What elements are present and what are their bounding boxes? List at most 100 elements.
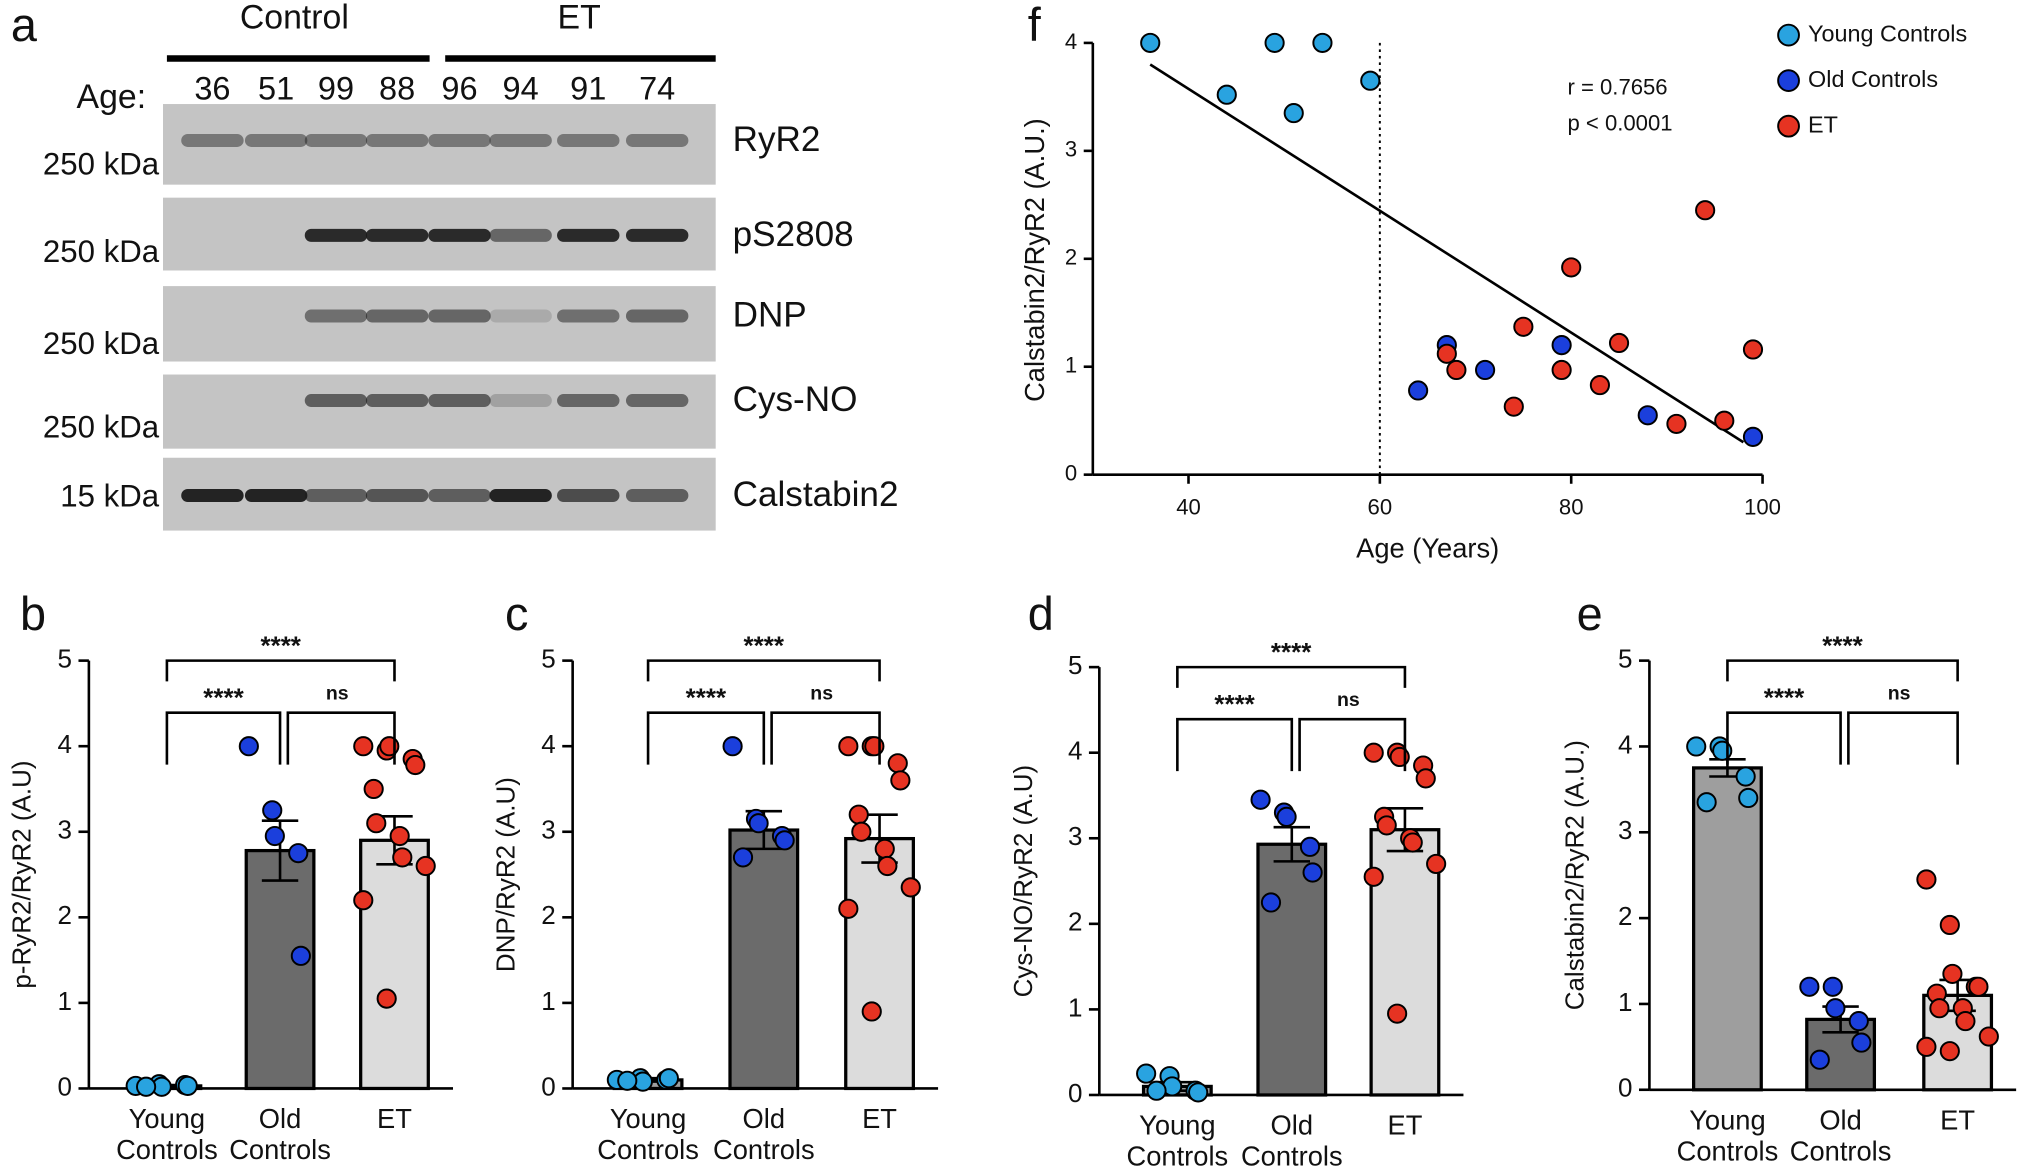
x-tick-label: Young Controls (1677, 1105, 1779, 1167)
y-tick-label: 2 (541, 900, 555, 930)
fit-line (1149, 63, 1745, 444)
mw-marker: 250 kDa (43, 147, 160, 182)
bar (244, 848, 316, 1091)
data-point (1302, 862, 1323, 883)
annotation: r = 0.7656 (1567, 74, 1667, 99)
y-tick-label: 5 (58, 644, 72, 674)
blot-band (365, 394, 429, 408)
blot-band (428, 228, 491, 242)
significance-label: ns (1888, 683, 1911, 705)
data-point (887, 753, 908, 774)
x-tick-label: 100 (1744, 494, 1781, 519)
data-point (238, 736, 259, 757)
annotation: p < 0.0001 (1567, 111, 1672, 136)
x-tick-label-line: ET (1387, 1110, 1422, 1141)
x-tick-label-line: Old (259, 1103, 301, 1134)
blot-band (365, 228, 429, 242)
blot-band (304, 309, 368, 323)
x-axis-label: Age (Years) (1356, 532, 1499, 563)
significance-label: **** (1271, 637, 1312, 667)
y-tick-label: 5 (1618, 644, 1632, 674)
data-point (1446, 359, 1467, 381)
blot-band (489, 488, 552, 502)
data-point (1942, 963, 1963, 984)
lane-age: 88 (379, 71, 415, 107)
blot-band (428, 309, 491, 323)
blot-band (557, 228, 620, 242)
x-tick-label-line: Controls (1790, 1136, 1892, 1167)
panel-label: d (1028, 588, 1054, 640)
legend-label: Old Controls (1808, 66, 1938, 92)
data-point (1146, 1080, 1167, 1101)
band-name: Cys-NO (733, 380, 858, 419)
blot-band (304, 228, 368, 242)
blot-band (557, 394, 620, 408)
data-point (861, 1001, 882, 1022)
x-tick-label-line: Old (743, 1103, 785, 1134)
significance-bracket (1726, 659, 1959, 682)
x-tick-label-line: Young (129, 1103, 205, 1134)
data-point (1475, 359, 1496, 381)
y-tick-label: 2 (1065, 245, 1077, 270)
blot-band (304, 394, 368, 408)
panel-label: b (20, 588, 46, 640)
x-tick-label-line: Controls (116, 1134, 218, 1165)
data-point (1978, 1026, 1999, 1047)
data-point (848, 804, 869, 825)
blot-panel (163, 374, 716, 449)
data-point (1188, 1082, 1209, 1103)
data-point (1735, 766, 1756, 787)
data-point (1276, 806, 1297, 827)
data-point (1666, 413, 1687, 435)
bar (844, 836, 915, 1091)
legend-label: Young Controls (1808, 20, 1967, 46)
blot-band (304, 488, 368, 502)
data-point (1415, 768, 1436, 789)
legend-marker (1777, 114, 1800, 138)
y-tick-label: 2 (58, 900, 72, 930)
lane-age: 96 (441, 71, 477, 107)
data-point (1136, 1063, 1157, 1084)
data-point (1561, 257, 1582, 278)
x-tick-label: Young Controls (597, 1103, 699, 1165)
mw-marker: 250 kDa (43, 234, 160, 269)
band-name: DNP (733, 296, 807, 335)
lane-age: 94 (503, 71, 539, 107)
y-tick-label: 4 (1065, 29, 1077, 54)
significance-bracket (1176, 665, 1407, 688)
data-point (1264, 32, 1285, 53)
x-tick-label-line: Young (610, 1103, 686, 1134)
data-point (1589, 374, 1610, 396)
data-point (658, 1068, 679, 1089)
data-point (1637, 405, 1658, 426)
y-axis-label: Calstabin2/RyR2 (A.U.) (1559, 740, 1589, 1010)
legend-label: ET (1808, 111, 1838, 137)
y-tick-label: 0 (1065, 461, 1077, 486)
significance-bracket (1298, 717, 1407, 772)
data-point (838, 736, 859, 757)
data-point (617, 1070, 638, 1091)
data-point (1260, 892, 1282, 913)
y-tick-label: 4 (1068, 736, 1082, 766)
data-point (1551, 335, 1572, 356)
x-tick-label-line: ET (1940, 1105, 1975, 1136)
data-point (389, 825, 410, 847)
x-tick-label-line: Controls (713, 1134, 815, 1165)
data-point (890, 770, 911, 791)
blot-band (489, 133, 552, 147)
x-tick-label: ET (1940, 1105, 1975, 1136)
blot-band (625, 488, 689, 502)
x-tick-label: 80 (1559, 494, 1584, 519)
significance-label: **** (260, 630, 301, 660)
x-tick-label: ET (862, 1103, 897, 1134)
blot-band (625, 228, 689, 242)
data-point (877, 855, 898, 877)
data-point (366, 813, 387, 834)
y-tick-label: 4 (541, 729, 555, 759)
data-point (1436, 343, 1457, 364)
y-tick-label: 3 (1065, 137, 1077, 162)
data-point (1363, 742, 1384, 763)
data-point (290, 945, 311, 966)
y-tick-label: 4 (58, 729, 72, 759)
